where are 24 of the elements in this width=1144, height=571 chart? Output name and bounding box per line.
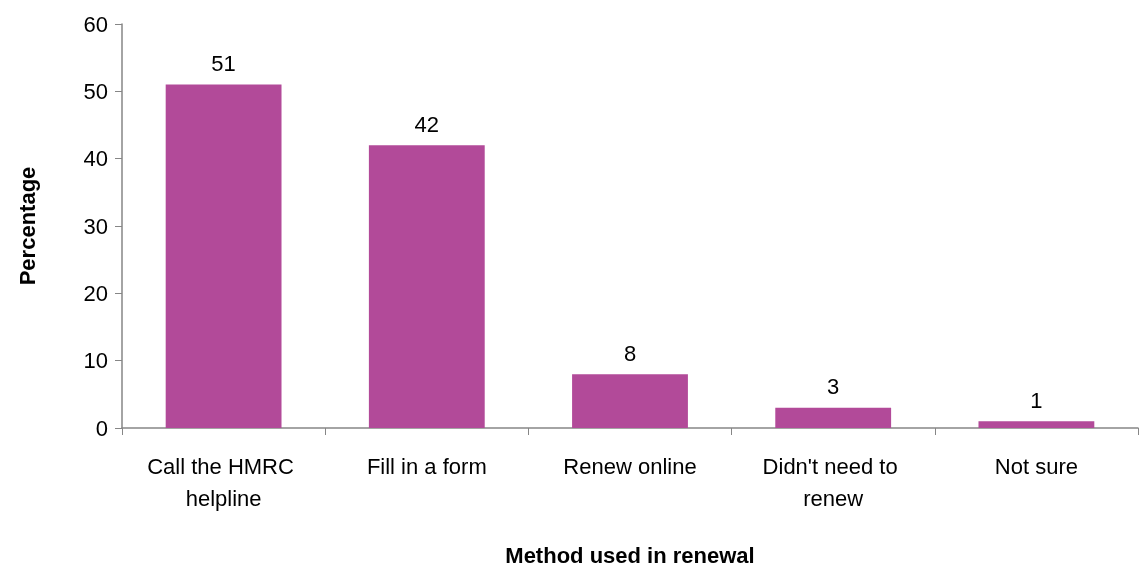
bar (368, 145, 485, 428)
x-tick-label: Call the HMRC helpline (147, 453, 301, 511)
y-tick-label: 40 (83, 146, 108, 172)
x-tick-label: Didn't need to renew (762, 453, 904, 511)
data-label: 42 (414, 111, 440, 137)
bar (165, 84, 282, 428)
bar (978, 421, 1095, 428)
bar (775, 407, 892, 428)
x-tick-label: Not sure (994, 453, 1078, 479)
y-axis-title: Percentage (14, 166, 40, 286)
data-label: 3 (827, 374, 840, 400)
x-tick-label: Renew online (563, 453, 697, 479)
y-tick-label: 0 (95, 415, 108, 441)
x-axis-title: Method used in renewal (505, 542, 755, 568)
data-label: 51 (211, 51, 236, 77)
y-tick-label: 60 (83, 11, 108, 37)
y-tick-label: 20 (83, 280, 108, 306)
data-label: 1 (1030, 387, 1043, 413)
data-label: 8 (623, 340, 637, 366)
bar (572, 374, 688, 428)
y-tick-label: 10 (83, 348, 108, 374)
y-tick-label: 50 (83, 78, 108, 104)
x-tick-label: Fill in a form (366, 453, 487, 479)
y-tick-label: 30 (83, 213, 108, 239)
